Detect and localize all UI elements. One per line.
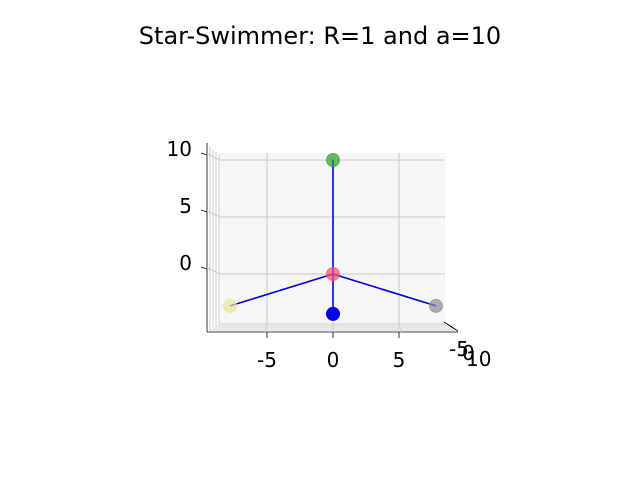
x-grid-foot <box>398 324 402 333</box>
depth-axis-ticks <box>443 321 459 332</box>
x-grid-foot <box>264 324 268 333</box>
data-point <box>326 267 340 281</box>
x-tick-label: -5 <box>257 348 277 372</box>
z-tick <box>200 152 208 156</box>
data-point <box>428 298 443 313</box>
z-tick-label: 10 <box>167 137 192 161</box>
data-point <box>326 153 340 167</box>
x-tick-label: 0 <box>327 348 340 372</box>
z-tick-label: 0 <box>179 251 192 275</box>
z-grid-side <box>206 267 221 275</box>
z-grid-side <box>206 153 221 161</box>
z-tick-label: 5 <box>179 194 192 218</box>
z-tick <box>200 209 208 213</box>
segment <box>229 273 334 307</box>
chart-title: Star-Swimmer: R=1 and a=10 <box>138 22 502 50</box>
data-point <box>223 298 238 313</box>
z-grid-side <box>206 210 221 218</box>
segments <box>229 160 437 314</box>
z-tick <box>200 266 208 270</box>
depth-axis-labels: -5 0 10 <box>449 337 491 371</box>
depth-tick-label: -5 <box>449 337 469 361</box>
segment <box>332 273 437 307</box>
data-point <box>326 306 340 321</box>
points <box>223 153 443 321</box>
z-axis: 0 5 10 <box>167 137 208 275</box>
depth-tick-label: 10 <box>466 347 491 371</box>
x-tick-label: 5 <box>393 348 406 372</box>
x-axis: -5 0 5 <box>257 332 405 372</box>
depth-tick-label: 0 <box>462 341 475 365</box>
